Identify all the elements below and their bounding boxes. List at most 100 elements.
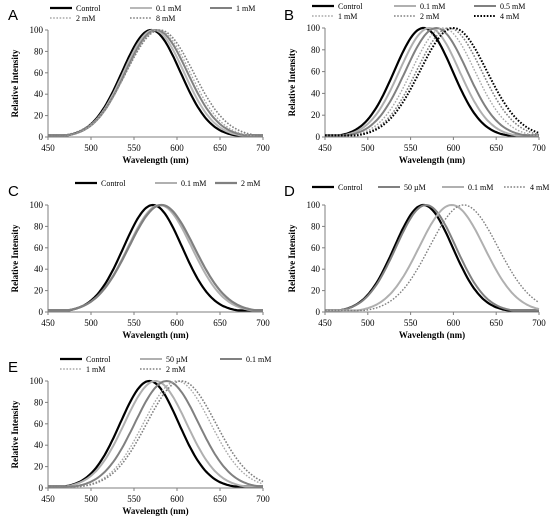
x-tick-label: 550 — [404, 143, 418, 153]
x-tick-label: 500 — [84, 494, 98, 504]
legend-label: 50 µM — [166, 355, 188, 364]
legend-label: 1 mM — [236, 4, 255, 13]
y-axis-title: Relative Intensity — [287, 224, 297, 292]
legend-label: Control — [338, 2, 363, 11]
series-line-1 — [325, 26, 539, 137]
x-tick-label: 450 — [41, 143, 55, 153]
y-tick-label: 20 — [311, 110, 321, 120]
y-tick-label: 20 — [34, 111, 44, 121]
y-tick-label: 20 — [311, 286, 321, 296]
panel-letter: C — [8, 183, 19, 200]
y-tick-label: 80 — [311, 221, 321, 231]
chart-panel-d: D 0 20 40 60 80 100 450 500 550 600 650 700 Wavelengt… — [284, 183, 549, 340]
y-tick-label: 100 — [30, 25, 44, 35]
x-tick-label: 450 — [318, 318, 332, 328]
x-tick-label: 700 — [256, 494, 270, 504]
y-tick-label: 80 — [311, 45, 321, 55]
legend-label: 0.1 mM — [468, 183, 493, 192]
y-tick-label: 20 — [34, 462, 44, 472]
y-tick-label: 0 — [316, 132, 321, 142]
series-line-3 — [48, 379, 263, 488]
series-line-2 — [325, 203, 539, 312]
x-tick-label: 700 — [256, 143, 270, 153]
series-line-1 — [48, 379, 263, 488]
x-tick-label: 450 — [41, 494, 55, 504]
y-axis-title: Relative Intensity — [10, 224, 20, 292]
series-line-4 — [325, 204, 540, 312]
series-line-5 — [48, 29, 263, 137]
y-tick-label: 60 — [311, 67, 321, 77]
x-tick-label: 500 — [84, 318, 98, 328]
y-tick-label: 100 — [30, 200, 44, 210]
x-tick-label: 700 — [256, 318, 270, 328]
y-tick-label: 60 — [311, 243, 321, 253]
y-tick-label: 0 — [39, 483, 44, 493]
x-tick-label: 650 — [213, 143, 227, 153]
legend-label: Control — [338, 183, 363, 192]
x-axis-title: Wavelength (nm) — [399, 330, 465, 340]
y-tick-label: 40 — [34, 89, 44, 99]
x-tick-label: 550 — [127, 494, 141, 504]
series-line-3 — [48, 203, 263, 312]
y-tick-label: 0 — [39, 132, 44, 142]
legend-label: 2 mM — [166, 365, 185, 374]
x-axis-title: Wavelength (nm) — [122, 155, 188, 165]
series-line-1 — [48, 28, 263, 137]
legend-label: 2 mM — [76, 14, 95, 23]
x-tick-label: 600 — [170, 143, 184, 153]
x-tick-label: 550 — [127, 318, 141, 328]
series-line-4 — [48, 380, 264, 488]
x-tick-label: 650 — [489, 143, 503, 153]
legend-label: 0.1 mM — [246, 355, 271, 364]
series-line-3 — [48, 28, 263, 137]
y-tick-label: 40 — [311, 88, 321, 98]
x-tick-label: 600 — [447, 143, 461, 153]
panel-letter: A — [8, 7, 18, 24]
y-tick-label: 100 — [307, 200, 321, 210]
y-axis-title: Relative Intensity — [10, 49, 20, 117]
series-line-1 — [48, 203, 263, 312]
x-tick-label: 600 — [170, 494, 184, 504]
y-tick-label: 0 — [316, 307, 321, 317]
y-tick-label: 80 — [34, 221, 44, 231]
x-tick-label: 450 — [41, 318, 55, 328]
y-tick-label: 60 — [34, 68, 44, 78]
legend-label: Control — [101, 179, 126, 188]
x-tick-label: 500 — [361, 318, 375, 328]
legend-label: 0.1 mM — [156, 4, 181, 13]
series-line-2 — [48, 380, 263, 488]
x-axis-title: Wavelength (nm) — [399, 155, 465, 165]
series-line-2 — [48, 203, 263, 312]
panel-letter: B — [284, 7, 294, 24]
y-tick-label: 60 — [34, 243, 44, 253]
x-tick-label: 600 — [170, 318, 184, 328]
x-axis-title: Wavelength (nm) — [122, 506, 188, 516]
x-tick-label: 600 — [447, 318, 461, 328]
legend-label: 2 mM — [420, 12, 439, 21]
legend-label: 0.1 mM — [181, 179, 206, 188]
legend-label: 0.5 mM — [500, 2, 525, 11]
legend-label: Control — [76, 4, 101, 13]
series-line-2 — [325, 26, 539, 137]
series-line-1 — [325, 203, 539, 312]
y-tick-label: 40 — [34, 440, 44, 450]
y-axis-title: Relative Intensity — [10, 400, 20, 468]
series-line-6 — [325, 26, 540, 137]
x-tick-label: 700 — [532, 318, 546, 328]
chart-panel-a: A 0 20 40 60 80 100 450 500 550 600 650 700 Wavelengt… — [8, 4, 270, 165]
series-line-5 — [48, 380, 264, 488]
legend-label: 4 mM — [500, 12, 519, 21]
y-tick-label: 20 — [34, 286, 44, 296]
legend-label: 0.1 mM — [420, 2, 445, 11]
legend-label: 2 mM — [241, 179, 260, 188]
y-tick-label: 100 — [307, 23, 321, 33]
series-line-3 — [325, 203, 540, 312]
chart-panel-c: C 0 20 40 60 80 100 450 500 550 600 650 700 Wavelengt… — [8, 179, 270, 340]
series-line-4 — [325, 27, 539, 137]
x-tick-label: 550 — [404, 318, 418, 328]
legend-label: 8 mM — [156, 14, 175, 23]
x-tick-label: 650 — [213, 494, 227, 504]
y-tick-label: 100 — [30, 376, 44, 386]
x-tick-label: 450 — [318, 143, 332, 153]
